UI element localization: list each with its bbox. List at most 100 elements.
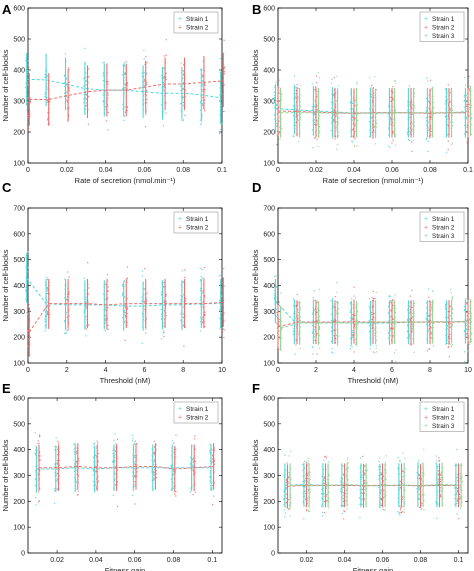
data-point	[307, 509, 309, 511]
data-point	[389, 110, 391, 112]
data-point	[54, 487, 56, 490]
data-point	[456, 487, 459, 490]
data-point	[102, 94, 104, 96]
data-point	[146, 300, 148, 302]
data-point	[211, 482, 213, 484]
data-point	[342, 478, 344, 480]
data-point	[352, 313, 354, 316]
data-point	[163, 67, 165, 69]
data-point	[316, 96, 318, 98]
data-point	[192, 461, 195, 463]
data-point	[361, 476, 363, 479]
data-point	[297, 96, 299, 98]
y-tick-label: 0	[21, 551, 25, 558]
data-point	[431, 327, 433, 329]
data-point	[454, 494, 456, 496]
data-point	[305, 498, 307, 500]
data-point	[444, 305, 447, 307]
data-point	[336, 282, 338, 284]
legend-entry: Strain 1	[432, 406, 455, 413]
data-point	[112, 461, 114, 463]
data-point	[411, 289, 413, 291]
data-point	[463, 124, 466, 127]
data-point	[450, 326, 452, 328]
data-point	[283, 498, 285, 501]
y-axis-label: Number of cell-blocks	[1, 439, 10, 511]
data-point	[321, 505, 323, 507]
legend-entry: Strain 2	[186, 25, 209, 32]
data-point	[431, 290, 434, 292]
data-point	[447, 140, 449, 142]
data-point	[162, 297, 164, 299]
x-tick-label: 4	[352, 367, 356, 374]
data-point	[351, 336, 354, 339]
data-point	[389, 116, 391, 119]
data-point	[352, 123, 354, 125]
data-point	[448, 356, 451, 358]
data-point	[27, 267, 29, 269]
data-point	[83, 85, 85, 87]
data-point	[170, 465, 172, 467]
data-point	[417, 473, 420, 475]
data-point	[370, 311, 373, 314]
data-point	[468, 88, 470, 90]
data-point	[49, 101, 51, 103]
data-point	[440, 484, 443, 486]
data-point	[26, 64, 28, 66]
data-point	[416, 491, 418, 493]
data-point	[449, 323, 451, 325]
data-point	[201, 268, 203, 271]
data-point	[425, 137, 427, 139]
data-point	[84, 47, 86, 49]
data-point	[123, 310, 126, 312]
data-point	[463, 96, 465, 98]
x-axis-label: Threshold (nM)	[100, 376, 151, 385]
data-point	[104, 322, 106, 324]
data-point	[165, 295, 167, 297]
data-point	[337, 85, 339, 87]
data-point	[47, 311, 49, 314]
data-point	[125, 83, 127, 85]
data-point	[430, 301, 432, 304]
data-point	[83, 102, 85, 104]
data-point	[151, 471, 153, 473]
data-point	[297, 304, 299, 307]
data-point	[461, 501, 463, 503]
data-point	[408, 336, 410, 338]
data-point	[461, 480, 463, 483]
data-point	[390, 310, 392, 312]
data-point	[34, 432, 36, 434]
data-point	[395, 135, 397, 137]
data-point	[44, 324, 46, 326]
data-point	[161, 313, 163, 315]
data-point	[450, 344, 452, 346]
data-point	[86, 84, 88, 86]
data-point	[275, 104, 277, 106]
data-point	[425, 117, 427, 119]
data-point	[317, 94, 319, 96]
data-point	[163, 325, 165, 327]
data-point	[295, 116, 297, 118]
data-point	[368, 320, 370, 322]
data-point	[278, 321, 281, 323]
y-tick-label: 600	[263, 396, 275, 403]
data-point	[313, 336, 315, 338]
data-point	[461, 496, 463, 498]
data-point	[389, 316, 391, 319]
series-1	[24, 250, 223, 344]
data-point	[418, 498, 420, 500]
data-point	[394, 312, 397, 314]
data-point	[307, 460, 309, 462]
data-point	[374, 131, 376, 133]
data-point	[309, 471, 311, 474]
data-point	[393, 106, 395, 108]
data-point	[279, 116, 281, 118]
data-point	[122, 88, 124, 90]
legend-marker: +	[424, 33, 428, 40]
data-point	[126, 308, 128, 310]
data-point	[426, 323, 428, 325]
data-point	[274, 289, 276, 291]
y-tick-label: 200	[263, 335, 275, 342]
data-point	[436, 517, 438, 520]
data-point	[446, 91, 448, 93]
